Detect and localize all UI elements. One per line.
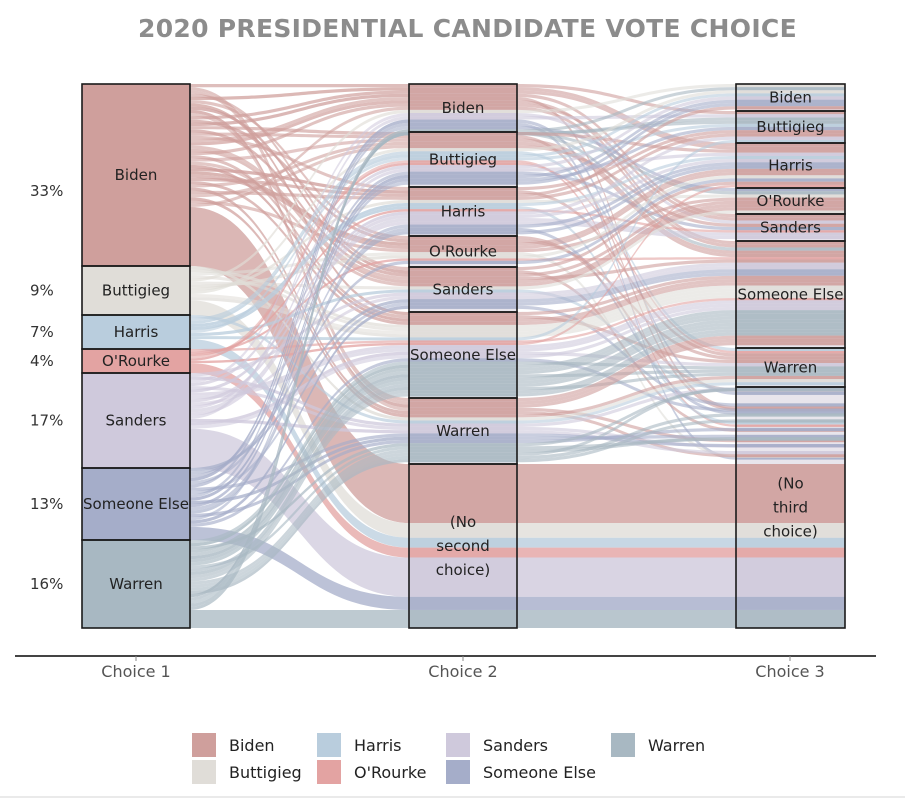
node-label: Harris bbox=[114, 323, 159, 341]
x-axis: Choice 1 Choice 2 Choice 3 bbox=[15, 655, 876, 681]
legend-swatch-harris bbox=[317, 733, 341, 757]
percent-label: 7% bbox=[30, 323, 54, 341]
node-label: Buttigieg bbox=[102, 282, 170, 300]
legend-label: Warren bbox=[648, 735, 706, 755]
node-label: Biden bbox=[115, 166, 158, 184]
legend-label: O'Rourke bbox=[354, 762, 427, 782]
legend-item-sanders[interactable]: Sanders bbox=[446, 733, 548, 757]
node-choice3--no-third-choice-[interactable] bbox=[735, 386, 846, 629]
legend-label: Sanders bbox=[483, 735, 549, 755]
legend-swatch-sanders bbox=[446, 733, 470, 757]
legend-swatch-buttigieg bbox=[192, 760, 216, 784]
node-label: O'Rourke bbox=[757, 192, 825, 210]
node-boxes: Biden Buttigieg Harris O'Rourke Sanders Someo… bbox=[81, 83, 846, 629]
legend-label: Biden bbox=[229, 735, 275, 755]
node-choice1-warren[interactable] bbox=[81, 539, 191, 629]
node-label: Sanders bbox=[106, 412, 167, 430]
legend-swatch-orourke bbox=[317, 760, 341, 784]
chart-title: 2020 PRESIDENTIAL CANDIDATE VOTE CHOICE bbox=[138, 14, 797, 43]
flows-choice1-to-choice2 bbox=[190, 84, 409, 628]
node-label: Biden bbox=[442, 99, 485, 117]
legend-swatch-someone-else bbox=[446, 760, 470, 784]
node-choice2--no-second-choice-[interactable] bbox=[408, 463, 518, 629]
node-label: second bbox=[436, 537, 490, 555]
percent-label: 4% bbox=[30, 352, 54, 370]
node-label: Someone Else bbox=[83, 495, 189, 513]
node-label: Sanders bbox=[760, 219, 821, 237]
legend-swatch-biden bbox=[192, 733, 216, 757]
legend-label: Harris bbox=[354, 735, 402, 755]
legend: Biden Buttigieg Harris O'Rourke Sanders … bbox=[192, 733, 752, 789]
node-stripes bbox=[82, 84, 845, 628]
flows-choice2-to-choice3 bbox=[517, 84, 736, 628]
node-label: Someone Else bbox=[410, 346, 516, 364]
legend-item-biden[interactable]: Biden bbox=[192, 733, 275, 757]
node-label: Buttigieg bbox=[756, 118, 824, 136]
percent-label: 17% bbox=[30, 412, 63, 430]
bottom-divider bbox=[0, 796, 905, 798]
axis-label-choice-2: Choice 2 bbox=[428, 662, 497, 681]
percent-label: 13% bbox=[30, 495, 63, 513]
percent-label: 9% bbox=[30, 282, 54, 300]
choice1-percent-labels: 33% 9% 7% 4% 17% 13% 16% bbox=[30, 182, 63, 593]
node-label: Warren bbox=[764, 359, 818, 377]
legend-item-buttigieg[interactable]: Buttigieg bbox=[192, 760, 302, 784]
legend-item-harris[interactable]: Harris bbox=[317, 733, 402, 757]
node-label: O'Rourke bbox=[102, 352, 170, 370]
legend-swatch-warren bbox=[611, 733, 635, 757]
legend-label: Buttigieg bbox=[229, 762, 302, 782]
percent-label: 33% bbox=[30, 182, 63, 200]
legend-label: Someone Else bbox=[483, 762, 596, 782]
node-label: Sanders bbox=[433, 281, 494, 299]
node-label: (No bbox=[450, 513, 476, 531]
node-label: Biden bbox=[769, 89, 812, 107]
node-label: Someone Else bbox=[738, 286, 844, 304]
axis-label-choice-3: Choice 3 bbox=[755, 662, 824, 681]
node-label: choice) bbox=[436, 561, 490, 579]
node-label: choice) bbox=[763, 523, 817, 541]
legend-item-orourke[interactable]: O'Rourke bbox=[317, 760, 426, 784]
percent-label: 16% bbox=[30, 575, 63, 593]
node-label: third bbox=[773, 499, 808, 517]
legend-item-warren[interactable]: Warren bbox=[611, 733, 705, 757]
legend-item-someone-else[interactable]: Someone Else bbox=[446, 760, 596, 784]
node-label: O'Rourke bbox=[429, 243, 497, 261]
node-label: (No bbox=[777, 475, 803, 493]
node-label: Harris bbox=[768, 157, 813, 175]
node-label: Harris bbox=[441, 203, 486, 221]
axis-label-choice-1: Choice 1 bbox=[101, 662, 170, 681]
node-label: Buttigieg bbox=[429, 151, 497, 169]
node-label: Warren bbox=[109, 575, 163, 593]
node-label: Warren bbox=[436, 422, 490, 440]
